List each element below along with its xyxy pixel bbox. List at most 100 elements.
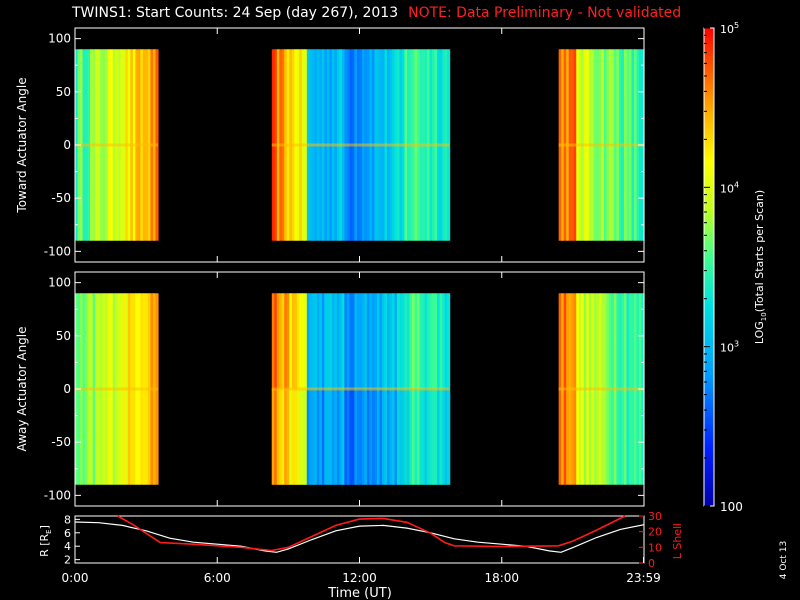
date-stamp: 4 Oct 13 bbox=[779, 541, 789, 579]
orbit-left-ylabel-end: ] bbox=[38, 525, 51, 529]
y-tick-label: -50 bbox=[51, 191, 71, 205]
away-panel: 100 50 0 -50 -100 Away Actuator Angle bbox=[15, 271, 645, 507]
heatmap-cell bbox=[437, 389, 441, 485]
colorbar: 105 104 103 100 LOG10(Total Starts per Scan… bbox=[703, 21, 768, 514]
heatmap-zero-band bbox=[271, 387, 450, 391]
orbit-frame bbox=[74, 515, 645, 564]
heatmap-cell bbox=[319, 389, 323, 485]
y-tick-label: -50 bbox=[51, 435, 71, 449]
orbit-right-tick-label: 20 bbox=[648, 526, 662, 539]
heatmap-cell bbox=[404, 389, 408, 485]
heatmap-cell bbox=[402, 389, 406, 485]
toward-panel: 100 50 0 -50 -100 Toward Actuator Angle bbox=[15, 27, 645, 263]
heatmap-cell bbox=[324, 389, 328, 485]
toward-y-ticks: 100 50 0 -50 -100 bbox=[44, 28, 645, 262]
heatmap-zero-band bbox=[75, 387, 158, 391]
heatmap-cell bbox=[334, 389, 338, 485]
heatmap-cell bbox=[316, 389, 320, 485]
x-tick-label: 18:00 bbox=[484, 571, 519, 585]
heatmap-cell bbox=[442, 389, 446, 485]
heatmap-cell bbox=[369, 389, 373, 485]
colorbar-tick-label: 105 bbox=[720, 21, 739, 36]
colorbar-label-main: LOG bbox=[753, 321, 766, 344]
y-tick-label: -100 bbox=[44, 488, 71, 502]
heatmap-cell bbox=[321, 389, 325, 485]
heatmap-cell bbox=[384, 389, 388, 485]
orbit-left-tick-label: 6 bbox=[64, 527, 71, 540]
heatmap-cell bbox=[432, 389, 436, 485]
y-tick-label: 0 bbox=[63, 138, 71, 152]
x-tick-label: 12:00 bbox=[342, 571, 377, 585]
heatmap-cell bbox=[394, 389, 398, 485]
title-text: TWINS1: Start Counts: 24 Sep (day 267), … bbox=[72, 5, 399, 21]
orbit-left-ylabel: R [RE] bbox=[38, 525, 53, 557]
heatmap-cell bbox=[299, 389, 303, 485]
orbit-left-tick-label: 2 bbox=[64, 554, 71, 567]
heatmap-cell bbox=[284, 389, 288, 485]
heatmap-cell bbox=[279, 389, 283, 485]
heatmap-cell bbox=[276, 389, 280, 485]
heatmap-cell bbox=[419, 389, 423, 485]
heatmap-cell bbox=[386, 389, 391, 485]
heatmap-cell bbox=[371, 389, 376, 485]
heatmap-cell bbox=[289, 389, 293, 485]
heatmap-cell bbox=[294, 389, 298, 485]
heatmap-cell bbox=[414, 389, 418, 485]
radius-line bbox=[74, 521, 645, 553]
heatmap-cell bbox=[379, 389, 383, 485]
heatmap-cell bbox=[351, 389, 356, 485]
heatmap-cell bbox=[314, 389, 318, 485]
heatmap-cell bbox=[361, 389, 366, 485]
heatmap-cell bbox=[396, 389, 401, 485]
heatmap-cell bbox=[309, 389, 313, 485]
y-tick-label: 50 bbox=[56, 329, 71, 343]
heatmap-cell bbox=[376, 389, 381, 485]
toward-heatmap bbox=[75, 49, 645, 241]
heatmap-cell bbox=[326, 389, 330, 485]
heatmap-cell bbox=[364, 389, 368, 485]
heatmap-zero-band bbox=[558, 387, 644, 391]
orbit-left-ylabel-main: R [R bbox=[38, 533, 51, 556]
y-tick-label: -100 bbox=[44, 244, 71, 258]
x-axis-label: Time (UT) bbox=[327, 586, 392, 600]
heatmap-cell bbox=[409, 389, 413, 485]
heatmap-cell bbox=[301, 389, 305, 485]
heatmap-cell bbox=[374, 389, 378, 485]
y-tick-label: 0 bbox=[63, 382, 71, 396]
heatmap-cell bbox=[329, 389, 333, 485]
heatmap-cell bbox=[366, 389, 371, 485]
heatmap-cell bbox=[434, 389, 438, 485]
colorbar-ticks: 105 104 103 100 bbox=[704, 21, 743, 514]
away-y-ticks: 100 50 0 -50 -100 bbox=[44, 272, 645, 506]
heatmap-cell bbox=[306, 389, 310, 485]
heatmap-cell bbox=[349, 389, 353, 485]
orbit-left-tick-label: 4 bbox=[64, 540, 71, 553]
heatmap-zero-band bbox=[558, 143, 644, 147]
y-tick-label: 100 bbox=[48, 32, 71, 46]
heatmap-cell bbox=[389, 389, 393, 485]
heatmap-cell bbox=[391, 389, 396, 485]
heatmap-cell bbox=[412, 389, 416, 485]
heatmap-cell bbox=[417, 389, 421, 485]
chart-title: TWINS1: Start Counts: 24 Sep (day 267), … bbox=[72, 5, 681, 21]
heatmap-cell bbox=[336, 389, 340, 485]
orbit-right-tick-label: 10 bbox=[648, 541, 662, 554]
x-tick-label: 6:00 bbox=[204, 571, 231, 585]
heatmap-cell bbox=[296, 389, 300, 485]
heatmap-cell bbox=[381, 389, 386, 485]
orbit-right-tick-label: 0 bbox=[648, 557, 655, 570]
heatmap-cell bbox=[424, 389, 428, 485]
heatmap-cell bbox=[427, 389, 431, 485]
heatmap-cell bbox=[331, 389, 335, 485]
heatmap-cell bbox=[281, 389, 285, 485]
heatmap-cell bbox=[341, 389, 346, 485]
heatmap-cell bbox=[344, 389, 348, 485]
heatmap-cell bbox=[286, 389, 290, 485]
colorbar-gradient bbox=[703, 27, 715, 507]
heatmap-cell bbox=[447, 389, 451, 485]
orbit-left-ylabel-sub: E bbox=[45, 529, 53, 533]
preliminary-note: NOTE: Data Preliminary - Not validated bbox=[408, 5, 682, 21]
heatmap-cell bbox=[422, 389, 426, 485]
heatmap-zero-band bbox=[271, 143, 450, 147]
